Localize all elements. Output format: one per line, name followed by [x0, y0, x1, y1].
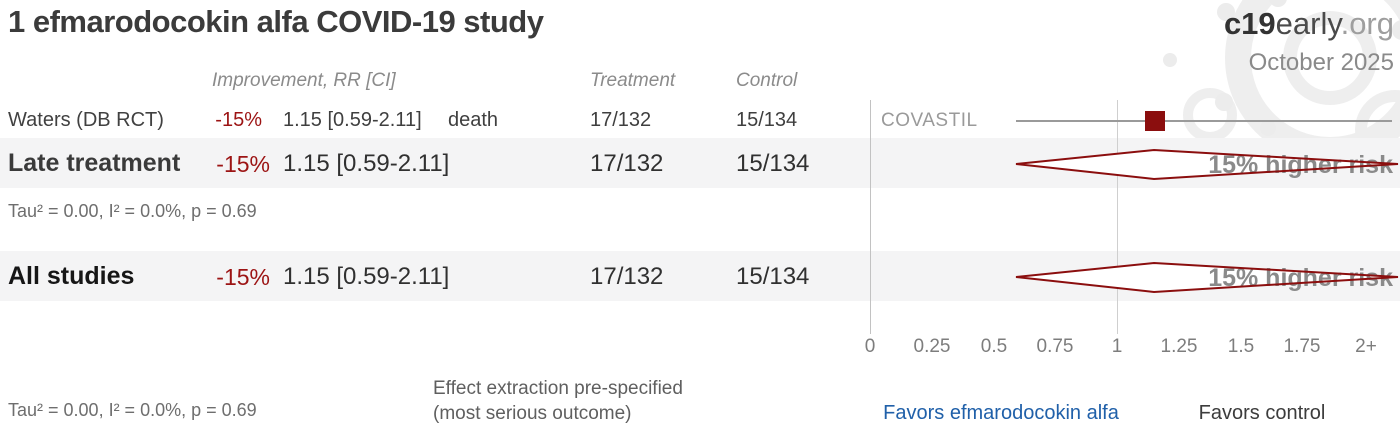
axis-tick-075: 0.75 — [1036, 336, 1074, 357]
footer-heterogeneity: Tau² = 0.00, I² = 0.0%, p = 0.69 — [8, 400, 257, 420]
footer-note-line2: (most serious outcome) — [433, 403, 632, 424]
all-studies-treatment-count: 17/132 — [590, 263, 664, 290]
logo-org: .org — [1340, 6, 1394, 41]
all-studies-effect-label: 15% higher risk — [1208, 264, 1393, 292]
all-studies-improvement: -15% — [216, 264, 270, 290]
report-date: October 2025 — [1248, 49, 1394, 76]
late-treatment-control-count: 15/134 — [736, 150, 810, 177]
study-control-count: 15/134 — [736, 109, 798, 131]
all-studies-control-count: 15/134 — [736, 263, 810, 290]
axis-tick-1: 1 — [1111, 336, 1123, 357]
study-outcome: death — [448, 109, 499, 131]
late-treatment-rr-ci: 1.15 [0.59-2.11] — [283, 150, 450, 177]
favors-treatment-label[interactable]: Favors efmarodocokin alfa — [883, 402, 1119, 424]
axis-tick-125: 1.25 — [1160, 336, 1198, 357]
site-logo[interactable]: c19early.org — [1224, 6, 1394, 42]
waters-point-marker[interactable] — [1145, 111, 1165, 131]
footer-note-line1: Effect extraction pre-specified — [433, 378, 683, 399]
late-treatment-label: Late treatment — [8, 149, 181, 177]
axis-tick-025: 0.25 — [913, 336, 951, 357]
axis-tick-2plus: 2+ — [1355, 336, 1377, 357]
study-tag: COVASTIL — [881, 110, 978, 131]
late-treatment-heterogeneity: Tau² = 0.00, I² = 0.0%, p = 0.69 — [8, 201, 257, 221]
study-rr-ci: 1.15 [0.59-2.11] — [283, 109, 422, 131]
col-header-treatment: Treatment — [590, 70, 676, 91]
col-header-control: Control — [736, 70, 798, 91]
study-name[interactable]: Waters (DB RCT) — [8, 109, 164, 131]
study-treatment-count: 17/132 — [590, 109, 652, 131]
axis-tick-175: 1.75 — [1283, 336, 1321, 357]
logo-early: early — [1275, 6, 1341, 41]
col-header-improvement: Improvement, RR [CI] — [212, 70, 396, 91]
late-treatment-effect-label: 15% higher risk — [1208, 151, 1393, 179]
logo-c19: c19 — [1223, 6, 1276, 41]
axis-tick-05: 0.5 — [980, 336, 1008, 357]
page-title: 1 efmarodocokin alfa COVID-19 study — [8, 4, 544, 39]
axis-tick-15: 1.5 — [1227, 336, 1255, 357]
late-treatment-treatment-count: 17/132 — [590, 150, 664, 177]
favors-control-label: Favors control — [1198, 402, 1326, 424]
all-studies-label: All studies — [8, 262, 135, 290]
study-improvement: -15% — [215, 109, 262, 131]
axis-tick-0: 0 — [864, 336, 876, 357]
late-treatment-improvement: -15% — [216, 151, 270, 177]
all-studies-rr-ci: 1.15 [0.59-2.11] — [283, 263, 450, 290]
